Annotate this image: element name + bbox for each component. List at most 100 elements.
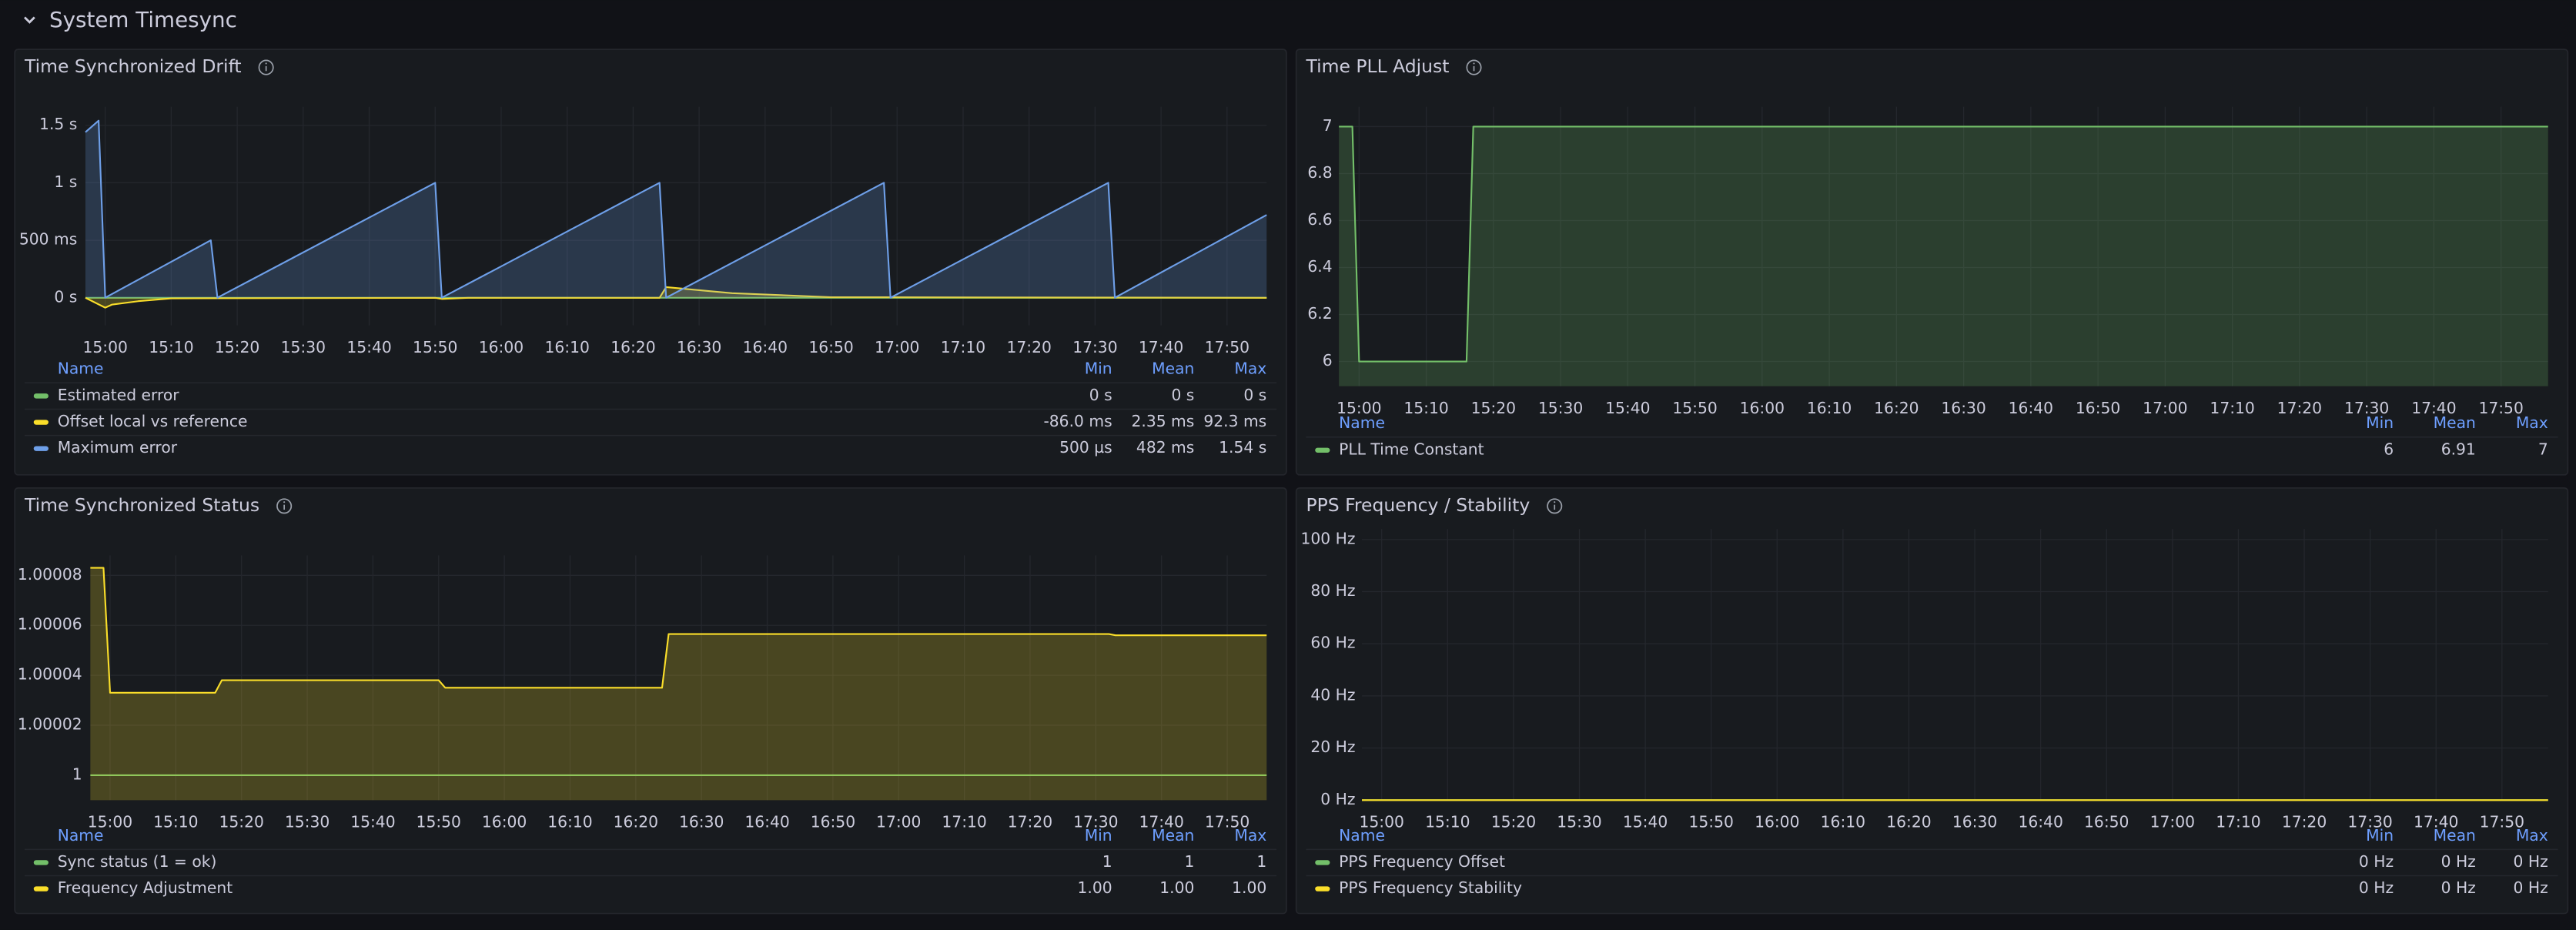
x-tick-label: 17:00: [875, 338, 919, 356]
x-tick-label: 16:40: [743, 338, 788, 356]
x-tick-label: 16:30: [679, 813, 724, 831]
x-tick-label: 16:30: [677, 338, 721, 356]
legend-value: 0 Hz: [2514, 852, 2548, 871]
legend-header[interactable]: Mean: [1152, 826, 1194, 845]
row-title[interactable]: System Timesync: [49, 7, 237, 32]
legend-header[interactable]: Name: [58, 826, 104, 845]
legend-name[interactable]: Frequency Adjustment: [58, 878, 233, 897]
x-tick-label: 15:40: [346, 338, 391, 356]
x-tick-label: 17:00: [876, 813, 921, 831]
legend-value: 0 s: [1243, 386, 1266, 404]
x-tick-label: 15:30: [285, 813, 330, 831]
legend-name[interactable]: PPS Frequency Offset: [1339, 852, 1505, 871]
x-tick-label: 17:30: [1072, 338, 1117, 356]
x-tick-label: 16:50: [808, 338, 853, 356]
panel-title[interactable]: Time Synchronized Status: [24, 494, 259, 516]
y-tick-label: 1.00002: [18, 714, 82, 733]
legend-header[interactable]: Min: [2366, 826, 2394, 845]
x-tick-label: 15:40: [350, 813, 395, 831]
x-tick-label: 15:10: [1403, 399, 1448, 417]
x-tick-label: 16:10: [1821, 813, 1865, 831]
x-tick-label: 17:20: [1006, 338, 1051, 356]
legend-value: 1: [1184, 852, 1194, 871]
legend-header[interactable]: Max: [2516, 413, 2548, 432]
y-tick-label: 80 Hz: [1310, 581, 1355, 600]
x-tick-label: 15:20: [215, 338, 259, 356]
panel-title[interactable]: Time PLL Adjust: [1305, 55, 1449, 77]
x-tick-label: 17:20: [1008, 813, 1052, 831]
y-tick-label: 100 Hz: [1300, 529, 1355, 547]
y-tick-label: 20 Hz: [1310, 738, 1355, 756]
info-icon-dot: [283, 501, 285, 503]
x-tick-label: 16:30: [1952, 813, 1997, 831]
y-tick-label: 1 s: [54, 172, 77, 191]
x-tick-label: 16:00: [479, 338, 524, 356]
x-tick-label: 16:00: [1755, 813, 1799, 831]
x-tick-label: 17:10: [941, 338, 985, 356]
x-tick-label: 15:30: [281, 338, 326, 356]
legend-header[interactable]: Mean: [2434, 826, 2476, 845]
legend-value: 0 Hz: [2441, 852, 2476, 871]
legend-header[interactable]: Min: [2366, 413, 2394, 432]
x-tick-label: 16:40: [744, 813, 789, 831]
info-icon-dot: [1554, 501, 1555, 503]
legend-header[interactable]: Mean: [1152, 360, 1194, 378]
x-tick-label: 15:40: [1623, 813, 1668, 831]
x-tick-label: 16:10: [544, 338, 589, 356]
legend-value: 1.54 s: [1219, 438, 1266, 457]
legend-header[interactable]: Name: [1339, 413, 1385, 432]
x-tick-label: 15:10: [153, 813, 198, 831]
legend-name[interactable]: Sync status (1 = ok): [58, 852, 217, 871]
x-tick-label: 15:50: [1672, 399, 1717, 417]
y-tick-label: 60 Hz: [1310, 634, 1355, 652]
x-tick-label: 15:20: [1491, 813, 1536, 831]
info-icon-dot: [1473, 62, 1474, 64]
y-tick-label: 1.00006: [18, 615, 82, 634]
y-tick-label: 1.5 s: [39, 115, 77, 133]
x-tick-label: 16:20: [1874, 399, 1919, 417]
legend-name[interactable]: Offset local vs reference: [58, 412, 248, 430]
legend-header[interactable]: Max: [2516, 826, 2548, 845]
y-tick-label: 6.8: [1307, 163, 1332, 182]
x-tick-label: 16:00: [1740, 399, 1785, 417]
x-tick-label: 16:10: [1807, 399, 1852, 417]
x-tick-label: 17:20: [2277, 399, 2322, 417]
x-tick-label: 16:40: [2009, 399, 2053, 417]
info-icon-dot: [266, 62, 267, 64]
panel-title[interactable]: Time Synchronized Drift: [24, 55, 242, 77]
panel-title[interactable]: PPS Frequency / Stability: [1306, 494, 1530, 516]
x-tick-label: 16:30: [1941, 399, 1986, 417]
legend-header[interactable]: Max: [1234, 360, 1266, 378]
legend-value: 2.35 ms: [1131, 412, 1194, 430]
y-tick-label: 0 s: [54, 287, 77, 306]
x-tick-label: 15:40: [1605, 399, 1650, 417]
x-tick-label: 16:20: [614, 813, 658, 831]
legend-name[interactable]: PPS Frequency Stability: [1339, 878, 1522, 897]
legend-header[interactable]: Min: [1085, 360, 1112, 378]
x-tick-label: 17:10: [942, 813, 986, 831]
y-tick-label: 6: [1323, 351, 1333, 370]
legend-header[interactable]: Name: [1339, 826, 1385, 845]
x-tick-label: 15:50: [1688, 813, 1733, 831]
x-tick-label: 15:20: [1471, 399, 1516, 417]
legend-value: 0 Hz: [2359, 852, 2394, 871]
legend-name[interactable]: Maximum error: [58, 438, 178, 457]
legend-name[interactable]: Estimated error: [58, 386, 180, 404]
legend-value: 1: [1256, 852, 1266, 871]
x-tick-label: 15:00: [82, 338, 127, 356]
legend-value: 1.00: [1159, 878, 1194, 897]
x-tick-label: 16:40: [2018, 813, 2062, 831]
legend-header[interactable]: Mean: [2434, 413, 2476, 432]
legend-header[interactable]: Min: [1085, 826, 1112, 845]
x-tick-label: 15:20: [219, 813, 263, 831]
legend-value: 7: [2538, 440, 2548, 458]
x-tick-label: 17:50: [1205, 338, 1250, 356]
legend-name[interactable]: PLL Time Constant: [1339, 440, 1484, 458]
legend-header[interactable]: Max: [1234, 826, 1266, 845]
y-tick-label: 1: [72, 764, 82, 783]
legend-value: 0 Hz: [2359, 878, 2394, 897]
legend-value: 92.3 ms: [1203, 412, 1266, 430]
y-tick-label: 6.6: [1307, 210, 1332, 229]
legend-header[interactable]: Name: [58, 360, 104, 378]
y-tick-label: 1.00008: [18, 565, 82, 584]
